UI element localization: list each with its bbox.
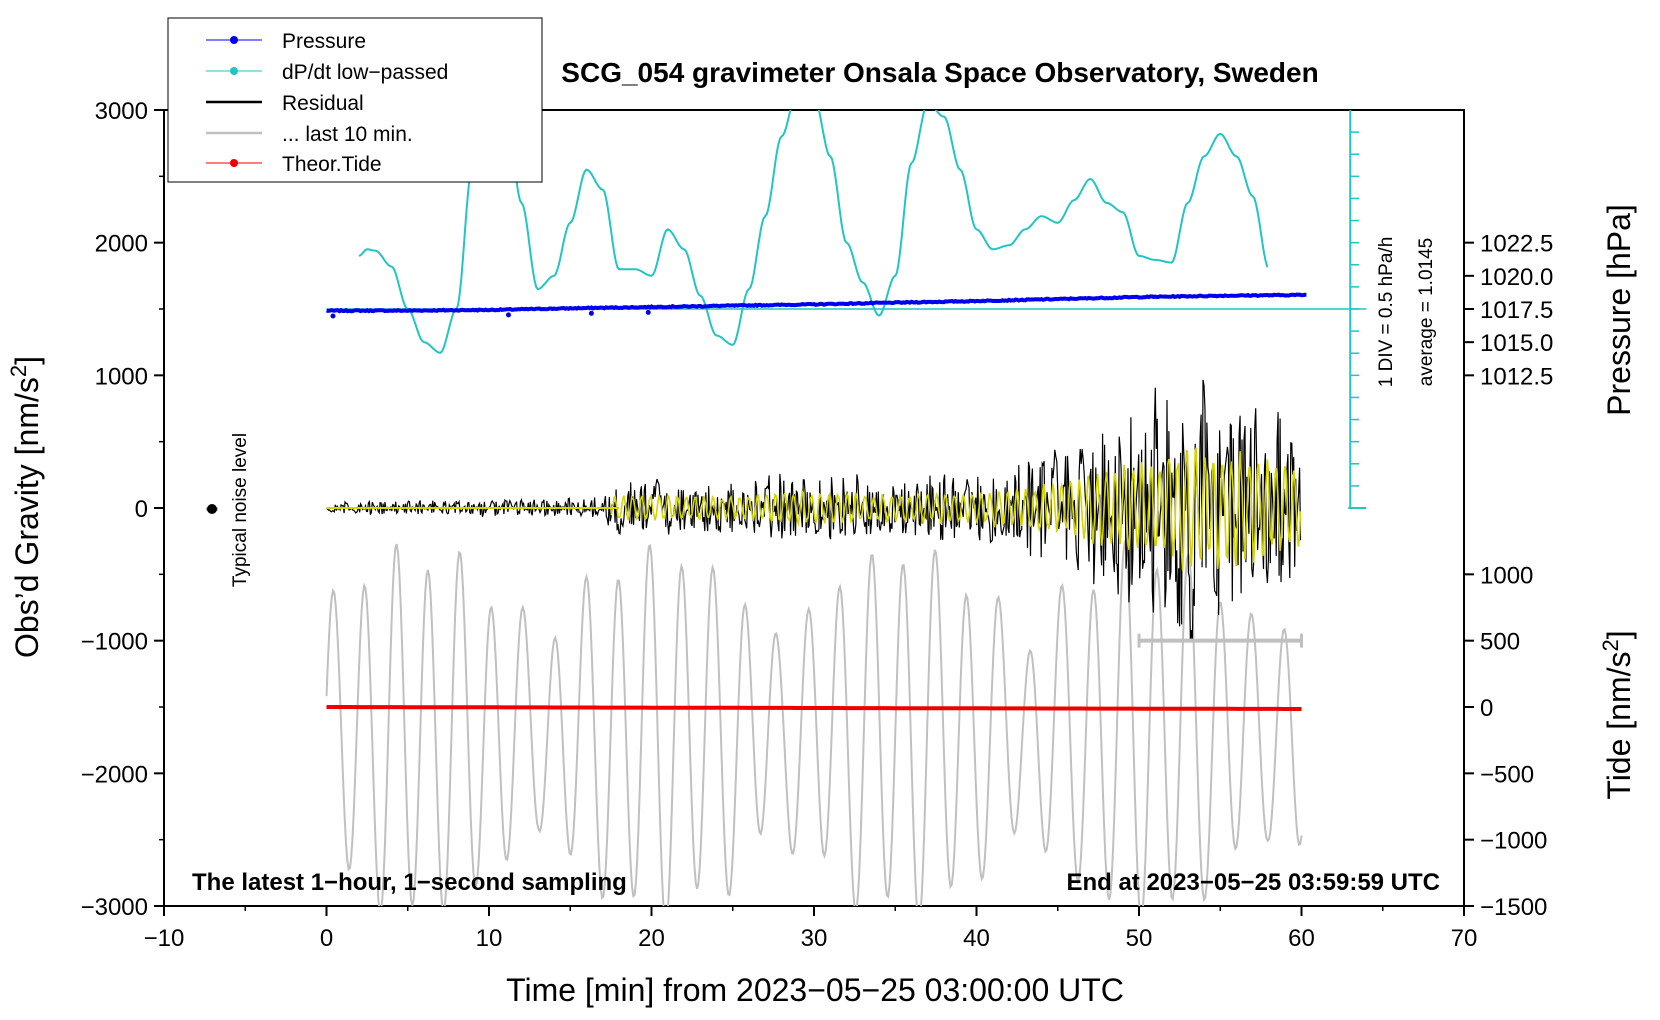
legend-box [167, 17, 543, 183]
chart-title: SCG_054 gravimeter Onsala Space Observat… [561, 57, 1318, 88]
pressure-scale-bar [1348, 110, 1367, 509]
legend-entry-last10: ... last 10 min. [206, 123, 413, 146]
pressure-tick-label: 1022.5 [1480, 231, 1553, 258]
series-pressure [326, 292, 1307, 319]
x-tick-label: 20 [638, 925, 665, 952]
pressure-outlier-3 [645, 309, 651, 315]
tide-tick-label: −1000 [1480, 828, 1547, 855]
footer-left-note: The latest 1−hour, 1−second sampling [192, 869, 627, 896]
pressure-tick-label: 1012.5 [1480, 363, 1553, 390]
x-tick-label: 0 [320, 925, 333, 952]
noise-label: Typical noise level [230, 433, 251, 587]
tide-tick-label: 500 [1480, 629, 1520, 656]
y-left-tick-label: 1000 [95, 363, 148, 390]
series-last10min [325, 539, 1303, 906]
y-left-tick-label: 0 [135, 496, 148, 523]
tide-tick-label: 1000 [1480, 562, 1533, 589]
legend-label-residual: Residual [282, 92, 364, 115]
y-axis-title-left: Obs’d Gravity [nm/s2] [6, 356, 45, 658]
x-tick-label: 10 [476, 925, 503, 952]
average-annotation: average = 1.0145 [1416, 238, 1437, 386]
pressure-tick-label: 1020.0 [1480, 264, 1553, 291]
legend-entry-dpdt: dP/dt low−passed [206, 61, 448, 84]
legend-label-last10: ... last 10 min. [282, 123, 413, 146]
div-annotation: 1 DIV = 0.5 hPa/h [1376, 237, 1397, 388]
pressure-outlier-0 [330, 313, 336, 319]
last10min-line [325, 539, 1303, 906]
x-tick-label: 70 [1451, 925, 1478, 952]
y-axis-title-tide: Tide [nm/s2] [1598, 630, 1637, 799]
pressure-tick-label: 1017.5 [1480, 297, 1553, 324]
x-tick-label: 50 [1126, 925, 1153, 952]
y-left-tick-label: 3000 [95, 98, 148, 125]
pressure-outlier-2 [588, 310, 594, 316]
series-residual [326, 379, 1303, 648]
legend-label-tide: Theor.Tide [282, 153, 382, 176]
pressure-line [326, 292, 1307, 314]
tide-tick-label: −500 [1480, 761, 1534, 788]
y-axis-title-pressure: Pressure [hPa] [1601, 204, 1637, 416]
filtered-line [610, 447, 1302, 571]
x-axis-title: Time [min] from 2023−05−25 03:00:00 UTC [506, 972, 1124, 1008]
x-tick-label: 40 [963, 925, 990, 952]
y-left-tick-label: −3000 [81, 894, 148, 921]
legend-label-dpdt: dP/dt low−passed [282, 61, 448, 84]
pressure-outlier-1 [506, 312, 511, 318]
axes: −10 0 10 20 30 40 50 60 70 −3000 −2000 −1000 0 1000 20… [81, 98, 1554, 952]
x-tick-label: 60 [1288, 925, 1315, 952]
footer-right-note: End at 2023−05−25 03:59:59 UTC [1066, 869, 1440, 896]
legend-label-pressure: Pressure [282, 30, 366, 53]
tide-tick-label: −1500 [1480, 894, 1547, 921]
x-tick-label: 30 [801, 925, 828, 952]
noise-dot [207, 504, 217, 514]
legend-entry-residual: Residual [206, 92, 364, 115]
tide-line [326, 705, 1302, 711]
legend-entry-tide: Theor.Tide [206, 153, 382, 176]
x-tick-label: −10 [144, 925, 185, 952]
y-left-tick-label: −1000 [81, 629, 148, 656]
y-left-tick-label: −2000 [81, 761, 148, 788]
legend-entry-pressure: Pressure [206, 30, 366, 53]
y-left-tick-label: 2000 [95, 231, 148, 258]
legend: Pressure dP/dt low−passed Residual ... l… [167, 17, 543, 183]
series-tide [326, 705, 1302, 711]
pressure-tick-label: 1015.0 [1480, 330, 1553, 357]
tide-tick-label: 0 [1480, 695, 1493, 722]
